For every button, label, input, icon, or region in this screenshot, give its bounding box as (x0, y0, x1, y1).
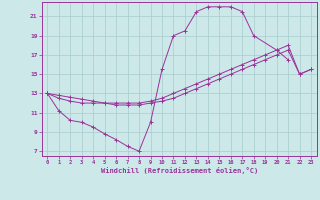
X-axis label: Windchill (Refroidissement éolien,°C): Windchill (Refroidissement éolien,°C) (100, 167, 258, 174)
